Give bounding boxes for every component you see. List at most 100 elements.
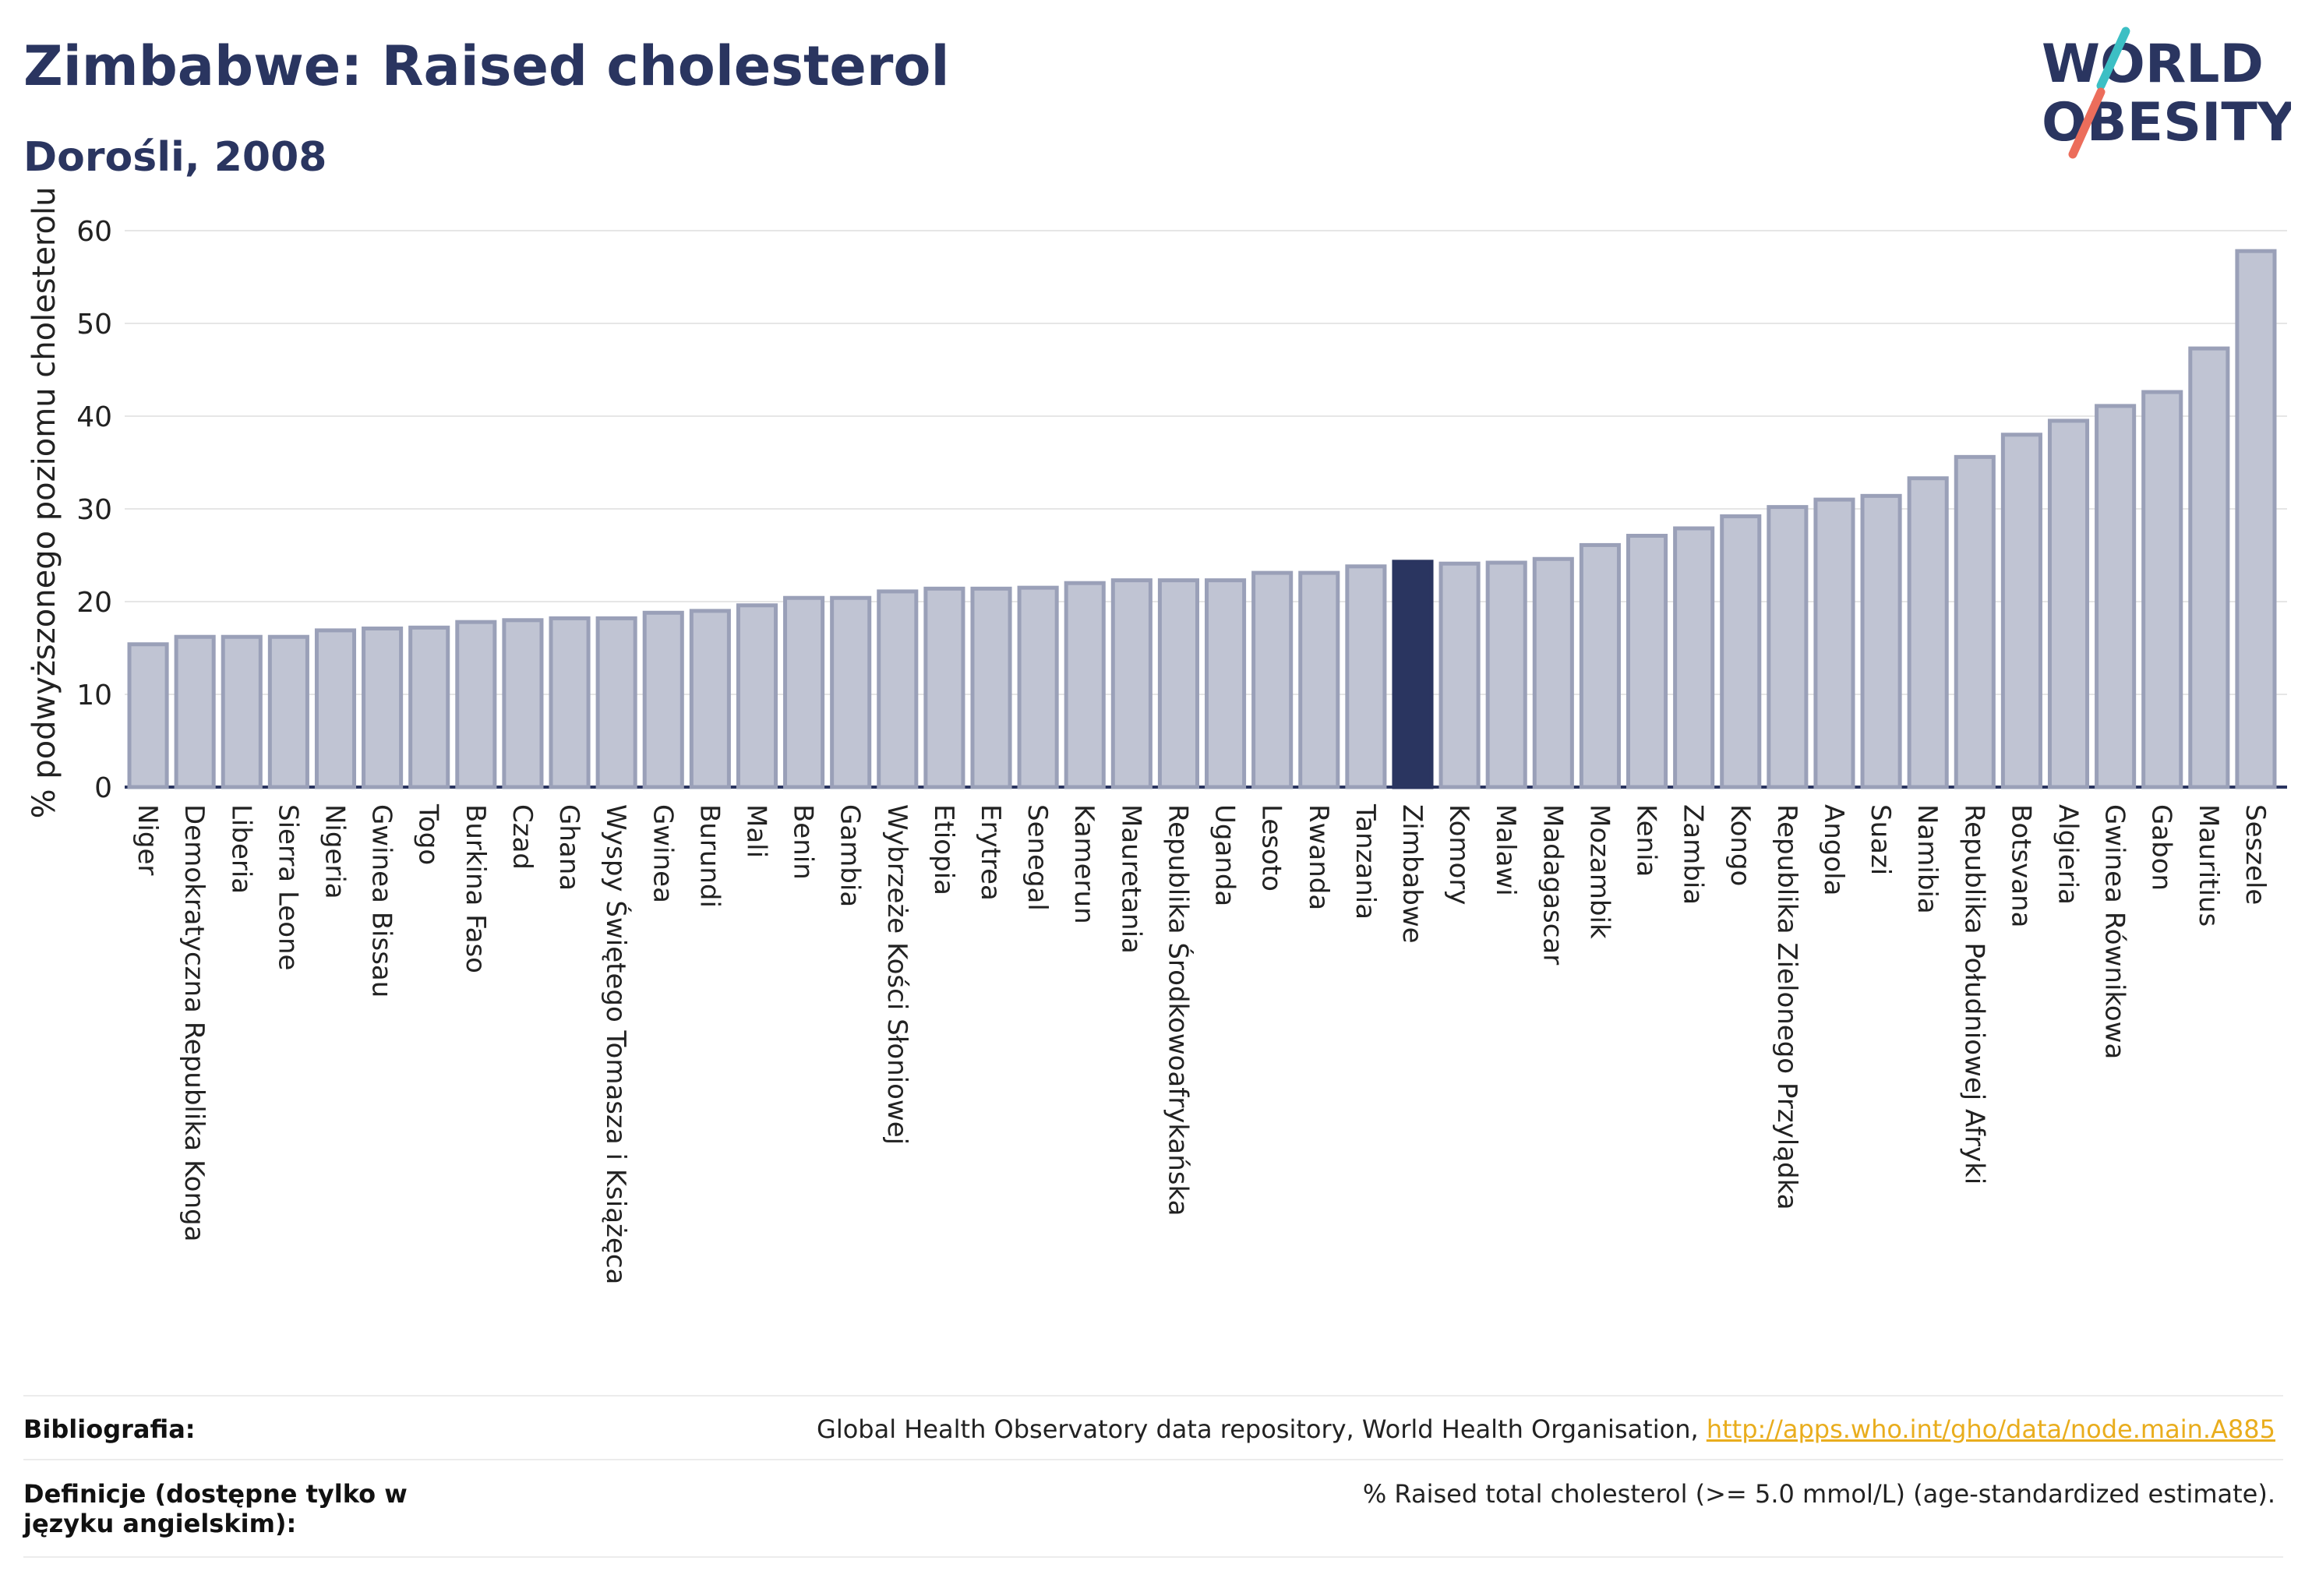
bar	[783, 595, 825, 789]
bar	[689, 609, 731, 789]
bar	[1064, 581, 1106, 789]
x-tick-label: Uganda	[1209, 804, 1241, 906]
bar	[2000, 433, 2042, 789]
x-tick-label: Nigeria	[319, 804, 350, 899]
bar	[642, 610, 684, 789]
bar	[1813, 497, 1855, 789]
y-tick-label: 40	[76, 401, 112, 433]
bar	[736, 603, 778, 789]
bar	[1157, 578, 1199, 789]
x-tick-label: Angola	[1818, 804, 1849, 895]
bibliography-label: Bibliografia:	[23, 1414, 196, 1444]
x-tick-label: Namibia	[1911, 804, 1943, 914]
bar	[1110, 578, 1152, 789]
y-tick-label: 20	[76, 587, 112, 619]
x-tick-label: Gambia	[835, 804, 866, 907]
x-tick-label: Malawi	[1490, 804, 1521, 896]
footer-divider-top	[23, 1395, 2283, 1396]
x-tick-label: Kenia	[1631, 804, 1662, 877]
logo-slash-teal	[2096, 26, 2130, 90]
bar	[1907, 476, 1949, 789]
y-tick-label: 50	[76, 309, 112, 341]
logo-slash-coral	[2068, 87, 2106, 159]
bibliography-text: Global Health Observatory data repositor…	[817, 1414, 1707, 1444]
x-tick-label: Liberia	[225, 804, 256, 894]
bar	[2095, 404, 2137, 789]
bar	[830, 595, 872, 789]
x-tick-label: Kamerun	[1068, 804, 1100, 924]
x-tick-label: Botsvana	[2005, 804, 2036, 928]
bar	[1438, 561, 1481, 789]
x-tick-label: Rwanda	[1303, 804, 1334, 910]
x-tick-label: Sierra Leone	[272, 804, 303, 970]
bar	[267, 634, 309, 789]
chart-subtitle: Dorośli, 2008	[23, 134, 327, 181]
x-tick-label: Mozambik	[1583, 804, 1615, 939]
bar	[1485, 560, 1527, 789]
x-tick-label: Algieria	[2053, 804, 2084, 905]
x-tick-label: Mauretania	[1115, 804, 1146, 954]
y-tick-label: 0	[94, 772, 112, 804]
definitions-text: % Raised total cholesterol (>= 5.0 mmol/…	[1362, 1479, 2275, 1509]
bar	[502, 618, 544, 789]
bar	[1954, 454, 1996, 789]
x-tick-label: Mauritius	[2193, 804, 2224, 927]
y-tick-label: 30	[76, 494, 112, 526]
x-tick-label: Republika Zielonego Przylądka	[1771, 804, 1802, 1210]
x-tick-label: Gwinea Bissau	[366, 804, 397, 998]
x-tick-label: Zambia	[1678, 804, 1709, 905]
x-tick-label: Lesoto	[1256, 804, 1287, 892]
bar	[549, 616, 591, 789]
x-tick-label: Ghana	[553, 804, 584, 891]
bar	[221, 634, 263, 789]
footer-definitions-row: Definicje (dostępne tylko w języku angie…	[23, 1479, 2283, 1557]
bar	[1298, 570, 1340, 789]
x-tick-label: Burkina Faso	[460, 804, 491, 973]
x-tick-label: Mali	[740, 804, 771, 858]
footer-bibliography-row: Bibliografia: Global Health Observatory …	[23, 1414, 2283, 1461]
bar	[1532, 556, 1574, 789]
bibliography-link[interactable]: http://apps.who.int/gho/data/node.main.A…	[1706, 1414, 2275, 1444]
bar	[455, 620, 497, 789]
y-tick-label: 60	[76, 216, 112, 248]
x-tick-label: Czad	[507, 804, 538, 870]
bar	[2047, 418, 2090, 789]
x-tick-label: Senegal	[1022, 804, 1053, 911]
bar	[1017, 585, 1059, 789]
x-tick-label: Wyspy Świętego Tomasza i Książęca	[600, 804, 632, 1284]
bar	[2235, 249, 2277, 789]
x-tick-label: Seszele	[2240, 804, 2271, 905]
x-tick-label: Niger	[132, 804, 163, 875]
x-tick-label: Togo	[413, 803, 444, 865]
bar	[595, 616, 637, 789]
x-tick-label: Gabon	[2146, 804, 2177, 891]
x-tick-label: Gwinea Równikowa	[2099, 804, 2130, 1059]
x-tick-label: Demokratyczna Republika Konga	[178, 804, 210, 1241]
x-tick-label: Burundi	[694, 804, 725, 908]
x-tick-label: Erytrea	[975, 804, 1006, 901]
definitions-label: Definicje (dostępne tylko w języku angie…	[23, 1479, 408, 1538]
x-tick-label: Komory	[1443, 804, 1474, 905]
bar	[1345, 564, 1387, 789]
bar	[1860, 493, 1902, 789]
x-tick-label: Etiopia	[928, 804, 959, 895]
bar	[1767, 505, 1809, 789]
footer-divider-middle	[23, 1459, 2283, 1460]
footer-divider-bottom	[23, 1556, 2283, 1558]
x-tick-label: Republika Środkowoafrykańska	[1162, 804, 1194, 1216]
bar-highlighted	[1392, 560, 1434, 789]
bar	[1626, 534, 1668, 789]
x-tick-label: Wybrzeże Kości Słoniowej	[881, 804, 912, 1145]
bar	[408, 625, 450, 789]
x-tick-label: Tanzania	[1350, 803, 1381, 920]
bar	[1673, 526, 1715, 789]
bar	[174, 634, 216, 789]
bar	[1251, 570, 1294, 789]
bar	[1579, 542, 1621, 789]
bar	[127, 642, 169, 789]
x-tick-label: Madagascar	[1537, 804, 1568, 965]
x-tick-label: Republika Południowej Afryki	[1958, 804, 1989, 1185]
x-tick-label: Zimbabwe	[1396, 804, 1428, 944]
bar-chart: 0 10 20 30 40 50 60 Niger Demokratyczna Republi…	[26, 187, 2287, 1284]
bar	[877, 589, 919, 789]
